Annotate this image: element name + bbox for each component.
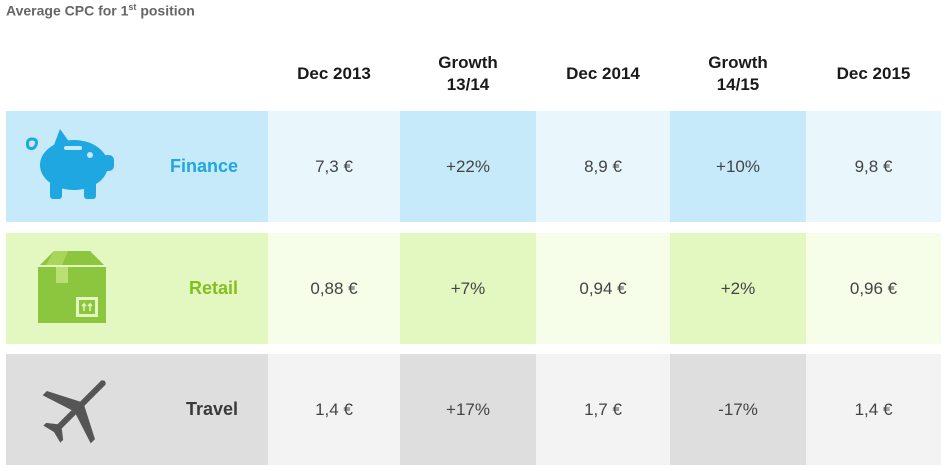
chart-title-superscript: st xyxy=(128,2,137,12)
cpc-value-cell: 0,96 € xyxy=(806,233,941,344)
column-header-1: Dec 2013 xyxy=(268,44,400,104)
category-label: Travel xyxy=(186,399,239,419)
piggy-bank-icon xyxy=(24,125,120,208)
column-header-3: Dec 2014 xyxy=(536,44,670,104)
growth-cell: +7% xyxy=(400,233,536,344)
growth-cell: +17% xyxy=(400,354,536,465)
column-header-5: Dec 2015 xyxy=(806,44,941,104)
table-row-retail: Retail 0,88 € +7% 0,94 € +2% 0,96 € xyxy=(6,233,941,344)
row-label-cell: Travel xyxy=(6,354,268,465)
category-label: Finance xyxy=(170,156,239,176)
column-header-4: Growth 14/15 xyxy=(670,44,806,104)
column-header-line: Growth xyxy=(438,52,498,72)
cpc-value-cell: 0,88 € xyxy=(268,233,400,344)
cpc-value-cell: 7,3 € xyxy=(268,111,400,222)
column-header-2: Growth 13/14 xyxy=(400,44,536,104)
column-header-line: Growth xyxy=(708,52,768,72)
column-header-line: 13/14 xyxy=(446,75,490,94)
category-label: Retail xyxy=(189,278,239,298)
row-label-cell: Retail xyxy=(6,233,268,344)
growth-cell: +22% xyxy=(400,111,536,222)
cpc-value-cell: 1,4 € xyxy=(268,354,400,465)
cpc-value-cell: 1,4 € xyxy=(806,354,941,465)
column-header-line: Dec 2015 xyxy=(836,63,911,83)
chart-title: Average CPC for 1st position xyxy=(6,2,195,19)
row-label-cell: Finance xyxy=(6,111,268,222)
chart-title-suffix: position xyxy=(136,2,195,19)
table-row-finance: Finance 7,3 € +22% 8,9 € +10% 9,8 € xyxy=(6,111,941,222)
package-box-icon xyxy=(32,247,112,332)
column-header-line: Dec 2014 xyxy=(566,63,640,83)
table-row-travel: Travel 1,4 € +17% 1,7 € -17% 1,4 € xyxy=(6,354,941,465)
cpc-value-cell: 8,9 € xyxy=(536,111,670,222)
growth-cell: -17% xyxy=(670,354,806,465)
cpc-value-cell: 0,94 € xyxy=(536,233,670,344)
column-header-line: 14/15 xyxy=(716,75,760,94)
cpc-value-cell: 9,8 € xyxy=(806,111,941,222)
growth-cell: +2% xyxy=(670,233,806,344)
growth-cell: +10% xyxy=(670,111,806,222)
column-header-line: Dec 2013 xyxy=(297,63,371,83)
cpc-value-cell: 1,7 € xyxy=(536,354,670,465)
airplane-icon xyxy=(38,368,118,453)
